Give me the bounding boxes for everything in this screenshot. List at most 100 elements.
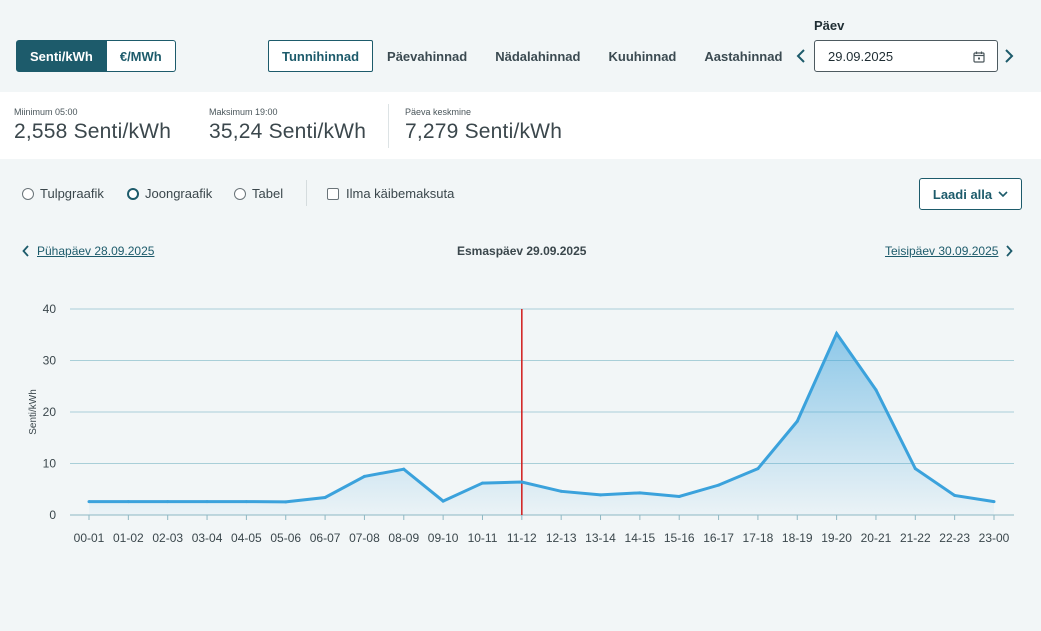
x-tick-label: 23-00	[979, 531, 1010, 545]
stat-maximum-value: 35,24 Senti/kWh	[209, 120, 367, 143]
checkbox-label: Ilma käibemaksuta	[346, 186, 455, 201]
x-tick-label: 16-17	[703, 531, 734, 545]
chevron-right-icon	[1005, 49, 1014, 63]
radio-circle-checked[interactable]	[127, 187, 139, 200]
x-tick-label: 13-14	[585, 531, 616, 545]
chevron-right-icon	[1006, 245, 1014, 257]
x-tick-label: 08-09	[388, 531, 419, 545]
chevron-down-icon	[998, 191, 1008, 198]
checkbox-box[interactable]	[327, 187, 339, 200]
prev-day-link[interactable]: Pühapäev 28.09.2025	[22, 244, 154, 258]
data-point	[480, 481, 484, 485]
data-point	[599, 493, 603, 497]
y-tick-label: 30	[43, 354, 57, 368]
tab-aastahinnad[interactable]: Aastahinnad	[704, 48, 783, 64]
period-tabs: Tunnihinnad Päevahinnad Nädalahinnad Kuu…	[268, 40, 796, 72]
date-value: 29.09.2025	[828, 48, 894, 64]
next-day-label: Teisipäev 30.09.2025	[885, 244, 999, 258]
data-point	[166, 500, 170, 504]
data-point	[126, 500, 130, 504]
x-tick-label: 07-08	[349, 531, 380, 545]
radio-circle[interactable]	[22, 187, 34, 200]
chevron-left-icon	[796, 49, 805, 63]
radio-circle[interactable]	[234, 187, 246, 200]
price-line	[89, 330, 995, 504]
unit-eur-mwh-button[interactable]: €/MWh	[106, 40, 176, 72]
x-tick-label: 22-23	[939, 531, 970, 545]
x-tick-label: 19-20	[821, 531, 852, 545]
data-point	[559, 489, 563, 493]
stat-maximum-label: Maksimum 19:00	[209, 107, 278, 117]
x-tick-label: 14-15	[625, 531, 656, 545]
date-label: Päev	[814, 18, 845, 33]
radio-label: Tulpgraafik	[40, 186, 104, 201]
data-point	[913, 467, 917, 471]
radio-joongraafik[interactable]: Joongraafik	[127, 186, 212, 201]
price-area	[89, 333, 994, 515]
calendar-icon[interactable]	[973, 51, 985, 63]
tab-paevahinnad[interactable]: Päevahinnad	[387, 48, 468, 64]
options-divider	[306, 180, 307, 206]
stat-maximum: Maksimum 19:00 35,24 Senti/kWh	[209, 107, 366, 144]
x-tick-label: 02-03	[152, 531, 183, 545]
data-point	[992, 500, 996, 504]
vat-checkbox[interactable]: Ilma käibemaksuta	[327, 186, 454, 201]
data-point	[520, 480, 524, 484]
data-point	[874, 388, 878, 392]
data-point	[362, 474, 366, 478]
x-tick-label: 06-07	[310, 531, 341, 545]
data-point	[441, 499, 445, 503]
x-tick-label: 03-04	[192, 531, 223, 545]
tab-kuuhinnad[interactable]: Kuuhinnad	[608, 48, 677, 64]
data-point	[638, 491, 642, 495]
tab-nadalahinnad[interactable]: Nädalahinnad	[495, 48, 581, 64]
data-point	[323, 495, 327, 499]
data-point	[284, 500, 288, 504]
data-point	[244, 500, 248, 504]
x-tick-label: 09-10	[428, 531, 459, 545]
stat-average-value: 7,279 Senti/kWh	[405, 120, 563, 143]
y-tick-label: 10	[43, 457, 57, 471]
x-tick-label: 01-02	[113, 531, 144, 545]
stats-band: Miinimum 05:00 2,558 Senti/kWh Maksimum …	[0, 92, 1041, 159]
tab-tunnihinnad[interactable]: Tunnihinnad	[268, 40, 374, 72]
x-tick-label: 15-16	[664, 531, 695, 545]
chevron-left-icon	[22, 245, 29, 257]
y-tick-label: 40	[43, 302, 57, 316]
y-tick-label: 20	[43, 405, 57, 419]
data-point	[953, 493, 957, 497]
data-point	[795, 419, 799, 423]
x-tick-label: 05-06	[270, 531, 301, 545]
x-tick-label: 04-05	[231, 531, 262, 545]
radio-tabel[interactable]: Tabel	[234, 186, 283, 201]
data-point	[402, 467, 406, 471]
next-day-link[interactable]: Teisipäev 30.09.2025	[885, 244, 1014, 258]
x-tick-label: 10-11	[468, 531, 498, 545]
stat-minimum-value: 2,558 Senti/kWh	[14, 120, 172, 143]
date-next-button[interactable]	[1002, 46, 1016, 66]
x-tick-label: 18-19	[782, 531, 813, 545]
x-tick-label: 20-21	[861, 531, 892, 545]
x-tick-label: 12-13	[546, 531, 577, 545]
unit-senti-kwh-button[interactable]: Senti/kWh	[16, 40, 107, 72]
x-tick-label: 00-01	[74, 531, 105, 545]
stat-minimum-label: Miinimum 05:00	[14, 107, 78, 117]
unit-toggle: Senti/kWh €/MWh	[16, 40, 176, 72]
data-point	[677, 494, 681, 498]
date-input[interactable]: 29.09.2025	[814, 40, 998, 72]
y-axis-label: Senti/kWh	[28, 389, 39, 435]
radio-tulpgraafik[interactable]: Tulpgraafik	[22, 186, 104, 201]
download-button[interactable]: Laadi alla	[919, 178, 1022, 210]
stat-average-label: Päeva keskmine	[405, 107, 472, 117]
stat-average: Päeva keskmine 7,279 Senti/kWh	[405, 107, 562, 144]
data-point	[205, 500, 209, 504]
stat-minimum: Miinimum 05:00 2,558 Senti/kWh	[14, 107, 171, 144]
y-tick-label: 0	[49, 508, 56, 522]
radio-label: Tabel	[252, 186, 284, 201]
x-tick-label: 11-12	[507, 531, 537, 545]
stats-divider	[388, 104, 389, 148]
data-point	[717, 483, 721, 487]
date-prev-button[interactable]	[794, 46, 808, 66]
download-label: Laadi alla	[932, 186, 993, 202]
current-day-label: Esmaspäev 29.09.2025	[457, 244, 587, 258]
